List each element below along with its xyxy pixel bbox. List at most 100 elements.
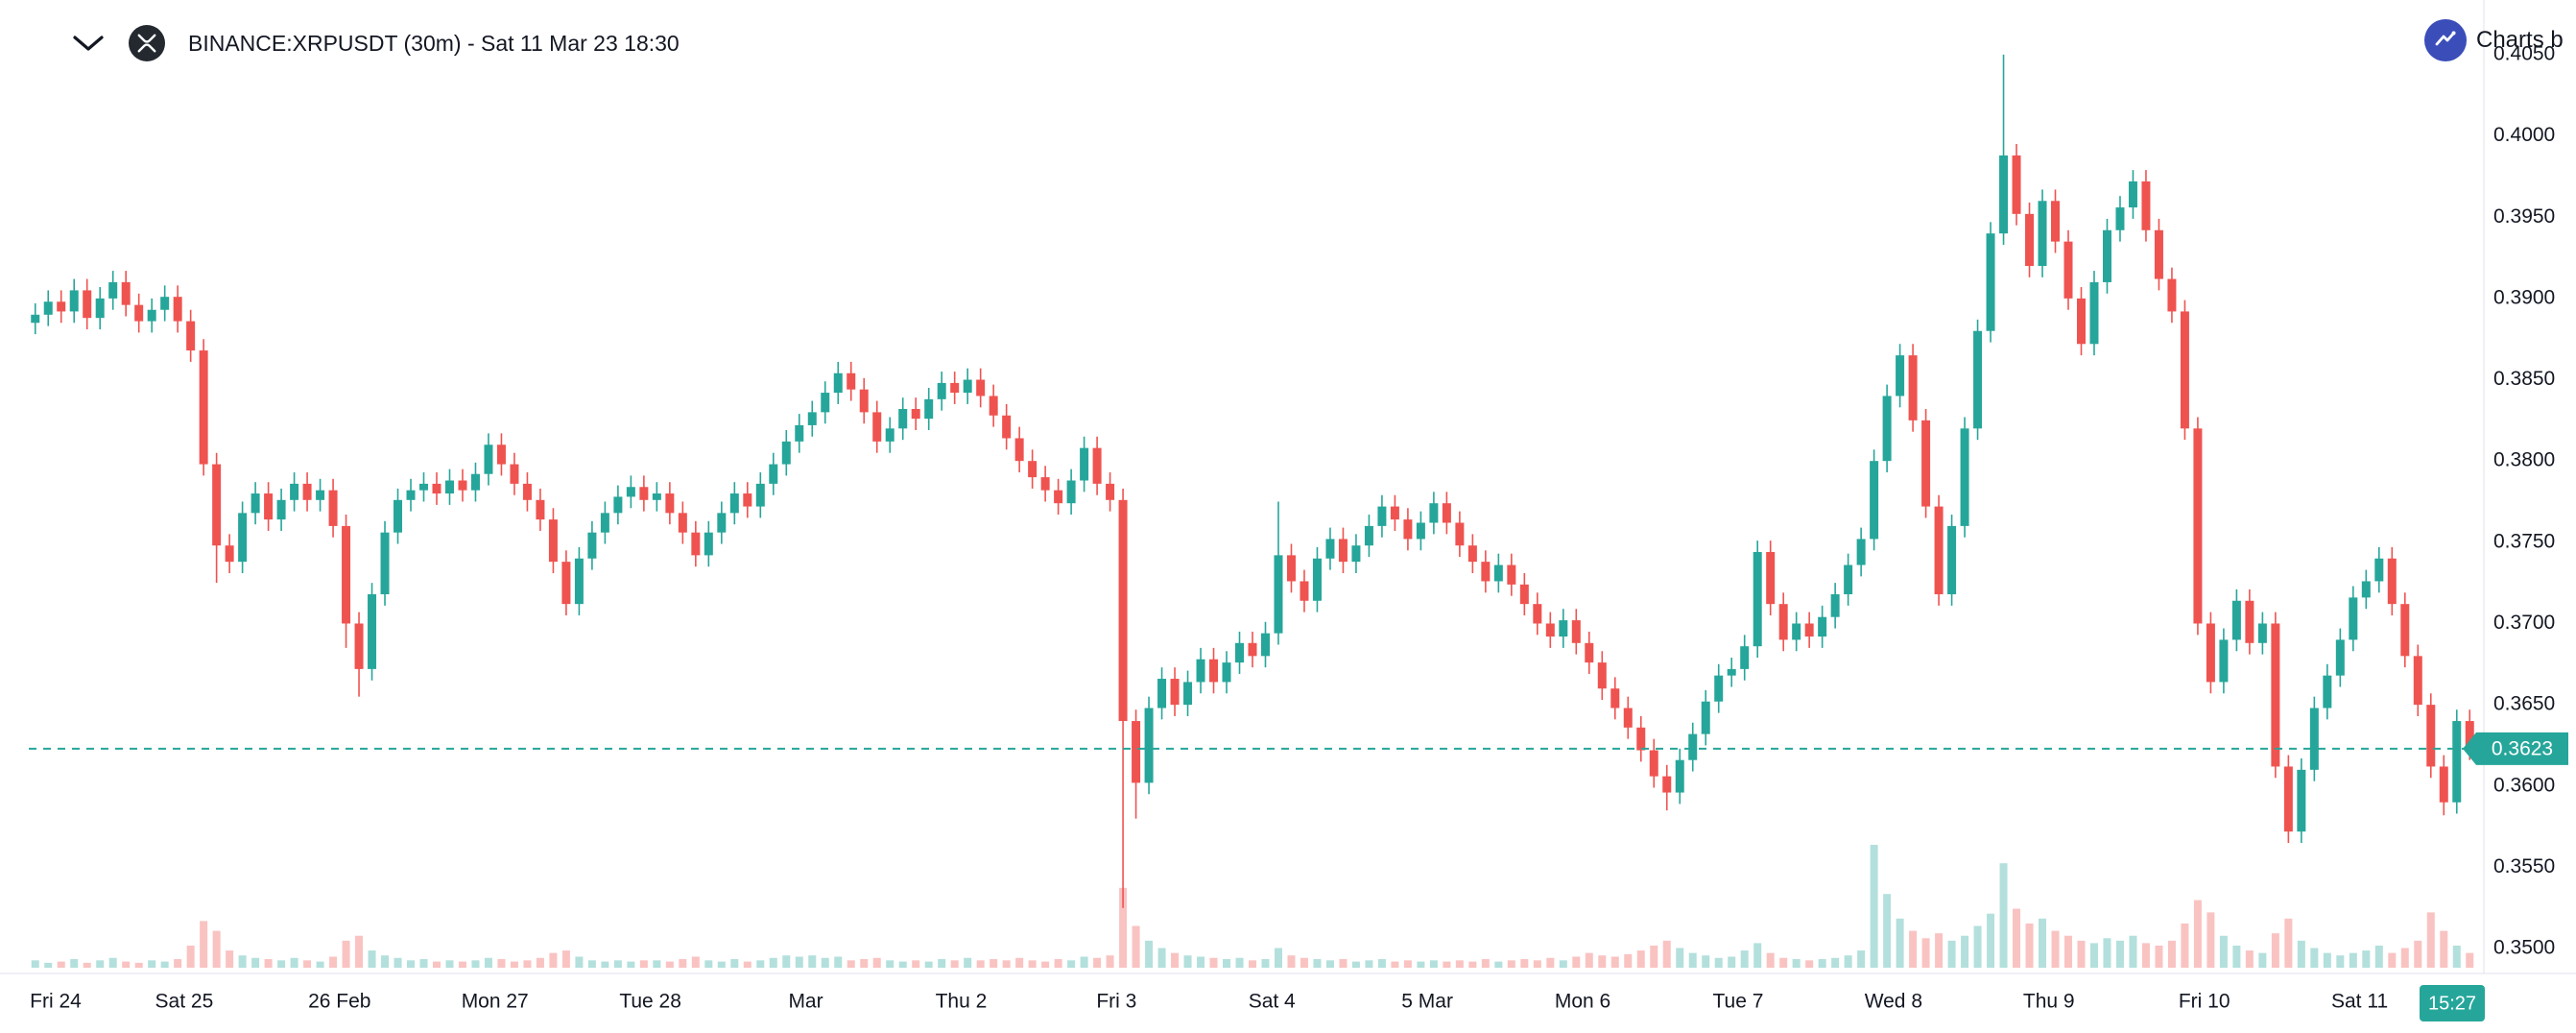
price-tick-label: 0.4000 (2493, 124, 2555, 146)
candle-body (238, 513, 248, 563)
candle-body (2025, 213, 2035, 267)
candle-body (316, 490, 325, 500)
volume-bar (433, 961, 441, 968)
candle-body (1585, 642, 1594, 663)
candle-body (1999, 155, 2009, 234)
candle-body (380, 532, 390, 594)
price-tick-label: 0.3700 (2493, 612, 2555, 634)
attribution-link[interactable]: Charts b (2424, 19, 2564, 61)
candle-body (963, 379, 972, 394)
volume-bar (1779, 957, 1788, 968)
candle-body (276, 499, 286, 520)
volume-bar (122, 961, 131, 968)
symbol-title[interactable]: BINANCE:XRPUSDT (30m) - Sat 11 Mar 23 18… (188, 30, 680, 56)
volume-bar (1287, 955, 1296, 968)
candle-body (484, 444, 493, 474)
volume-bar (2129, 935, 2137, 968)
volume-bar (2039, 918, 2047, 968)
time-tick-label: Fri 10 (2179, 991, 2230, 1013)
volume-bar (2349, 952, 2357, 968)
candle-body (1157, 679, 1167, 709)
volume-bar (575, 956, 584, 968)
volume-bar (2414, 940, 2422, 968)
volume-bar (1132, 925, 1140, 968)
volume-bar (1028, 960, 1037, 968)
candle-body (2115, 207, 2125, 230)
volume-bar (355, 935, 364, 968)
volume-bar (1391, 961, 1399, 968)
candle-body (898, 409, 908, 429)
volume-bar (1844, 955, 1852, 968)
volume-bar (2440, 930, 2448, 968)
time-tick-label: 5 Mar (1401, 991, 1453, 1013)
candle-body (302, 483, 312, 500)
volume-bar (587, 960, 596, 968)
chart-plot-area[interactable] (0, 0, 2484, 973)
volume-bar (1300, 957, 1308, 968)
volume-bar (1339, 959, 1348, 968)
candle-body (2257, 623, 2267, 643)
volume-bar (264, 959, 273, 968)
volume-bar (1870, 845, 1878, 968)
price-tick-label: 0.3800 (2493, 449, 2555, 471)
price-scale[interactable]: 0.4050 0.4000 0.3950 0.3900 0.3850 0.3800 0.37… (2493, 42, 2555, 958)
candle-body (173, 297, 182, 322)
volume-bar (1896, 918, 1904, 968)
candle-body (1921, 420, 1931, 507)
candle-body (160, 297, 170, 310)
candle-body (2231, 600, 2241, 640)
volume-bar (834, 956, 843, 968)
candle-body (1325, 539, 1335, 559)
volume-bar (743, 961, 751, 968)
volume-bar (484, 957, 492, 968)
volume-bar (665, 961, 674, 968)
price-tick-label: 0.3600 (2493, 774, 2555, 796)
candle-body (108, 281, 118, 299)
candle-body (95, 298, 105, 319)
volume-bar (1921, 938, 1930, 968)
chevron-down-icon[interactable] (71, 34, 106, 53)
volume-bar (290, 957, 298, 968)
time-tick-label: Mar (788, 991, 823, 1013)
candle-body (1209, 659, 1219, 683)
volume-bar (108, 957, 117, 968)
countdown-badge: 15:27 (2420, 985, 2485, 1021)
candles-layer (31, 54, 2474, 908)
price-tick-label: 0.3850 (2493, 368, 2555, 390)
candle-body (1014, 438, 1024, 462)
time-scale[interactable]: Fri 24 Sat 25 26 Feb Mon 27 Tue 28 Mar Thu 2 Fr… (30, 991, 2388, 1013)
candle-body (419, 483, 429, 491)
volume-bar (2077, 940, 2086, 968)
candle-body (2465, 721, 2474, 749)
candle-body (717, 513, 727, 533)
volume-bar (1650, 945, 1658, 968)
volume-bar (1002, 960, 1011, 968)
volume-bar (2115, 940, 2124, 968)
volume-bar (2025, 923, 2034, 968)
candle-body (444, 480, 454, 494)
volume-bar (1792, 959, 1801, 968)
candle-body (225, 545, 234, 563)
current-price-tag: 0.3623 (2463, 732, 2568, 765)
candle-body (2051, 201, 2061, 242)
volume-bar (1831, 957, 1840, 968)
volume-bar (96, 960, 105, 968)
volume-bar (1559, 960, 1567, 968)
candle-body (976, 379, 986, 396)
candle-body (2012, 155, 2021, 214)
volume-bar (44, 962, 53, 968)
candle-body (781, 441, 791, 465)
candle-body (729, 493, 739, 514)
candle-body (2141, 180, 2151, 230)
candle-body (2245, 600, 2254, 643)
candle-body (769, 464, 778, 484)
volume-bar (639, 960, 648, 968)
candle-body (1533, 604, 1542, 624)
countdown-shape (2420, 985, 2485, 1021)
time-tick-label: Sat 25 (155, 991, 214, 1013)
volume-bar (1041, 961, 1050, 968)
volume-bar (2141, 943, 2150, 968)
volume-bar (691, 956, 700, 968)
volume-bar (898, 961, 907, 968)
